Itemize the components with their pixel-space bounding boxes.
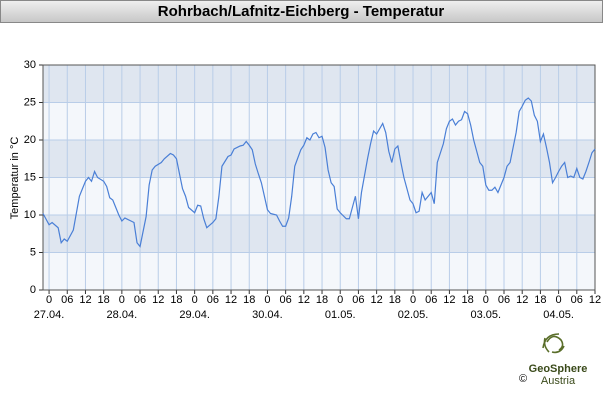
x-tick-label: 0 bbox=[483, 294, 489, 306]
x-tick-label: 12 bbox=[225, 294, 237, 306]
band bbox=[43, 65, 595, 103]
logo-name: GeoSphere bbox=[529, 363, 588, 375]
x-tick-label: 12 bbox=[298, 294, 310, 306]
band bbox=[43, 215, 595, 253]
date-label: 01.05. bbox=[325, 309, 356, 321]
logo-sub: Austria bbox=[541, 375, 576, 387]
y-tick-label: 10 bbox=[24, 209, 36, 221]
date-label: 03.05. bbox=[471, 309, 502, 321]
date-label: 27.04. bbox=[34, 309, 65, 321]
copyright: © bbox=[519, 373, 527, 385]
x-tick-label: 12 bbox=[152, 294, 164, 306]
x-tick-label: 12 bbox=[443, 294, 455, 306]
x-tick-label: 0 bbox=[410, 294, 416, 306]
x-tick-label: 06 bbox=[134, 294, 146, 306]
y-tick-label: 20 bbox=[24, 134, 36, 146]
x-tick-label: 12 bbox=[516, 294, 528, 306]
x-tick-label: 18 bbox=[98, 294, 110, 306]
y-tick-label: 25 bbox=[24, 96, 36, 108]
date-label: 29.04. bbox=[179, 309, 210, 321]
x-tick-label: 18 bbox=[170, 294, 182, 306]
x-tick-label: 18 bbox=[461, 294, 473, 306]
x-tick-label: 18 bbox=[389, 294, 401, 306]
date-label: 30.04. bbox=[252, 309, 283, 321]
x-tick-label: 0 bbox=[337, 294, 343, 306]
date-label: 02.05. bbox=[398, 309, 429, 321]
logo-icon bbox=[542, 333, 565, 354]
x-tick-label: 0 bbox=[192, 294, 198, 306]
x-tick-label: 12 bbox=[79, 294, 91, 306]
date-label: 28.04. bbox=[107, 309, 138, 321]
band bbox=[43, 140, 595, 178]
plot-frame bbox=[42, 64, 596, 291]
x-tick-label: 0 bbox=[119, 294, 125, 306]
x-tick-label: 12 bbox=[589, 294, 601, 306]
y-axis-label: Temperatur in °C bbox=[9, 137, 21, 220]
x-tick-label: 06 bbox=[61, 294, 73, 306]
x-tick-label: 06 bbox=[280, 294, 292, 306]
x-tick-label: 06 bbox=[352, 294, 364, 306]
logo: GeoSphere Austria © bbox=[519, 333, 588, 387]
date-label: 04.05. bbox=[543, 309, 574, 321]
x-tick-label: 12 bbox=[371, 294, 383, 306]
x-tick-label: 06 bbox=[207, 294, 219, 306]
chart-title: Rohrbach/Lafnitz-Eichberg - Temperatur bbox=[158, 3, 445, 20]
y-tick-label: 15 bbox=[24, 171, 36, 183]
y-tick-label: 5 bbox=[30, 246, 36, 258]
y-tick-label: 0 bbox=[30, 284, 36, 296]
y-tick-label: 30 bbox=[24, 59, 36, 71]
x-tick-label: 18 bbox=[534, 294, 546, 306]
x-tick-label: 06 bbox=[498, 294, 510, 306]
x-tick-label: 06 bbox=[571, 294, 583, 306]
x-tick-label: 0 bbox=[264, 294, 270, 306]
temperature-line bbox=[42, 97, 596, 248]
x-tick-label: 0 bbox=[556, 294, 562, 306]
x-tick-label: 18 bbox=[243, 294, 255, 306]
x-tick-label: 06 bbox=[425, 294, 437, 306]
x-tick-label: 0 bbox=[46, 294, 52, 306]
x-tick-label: 18 bbox=[316, 294, 328, 306]
